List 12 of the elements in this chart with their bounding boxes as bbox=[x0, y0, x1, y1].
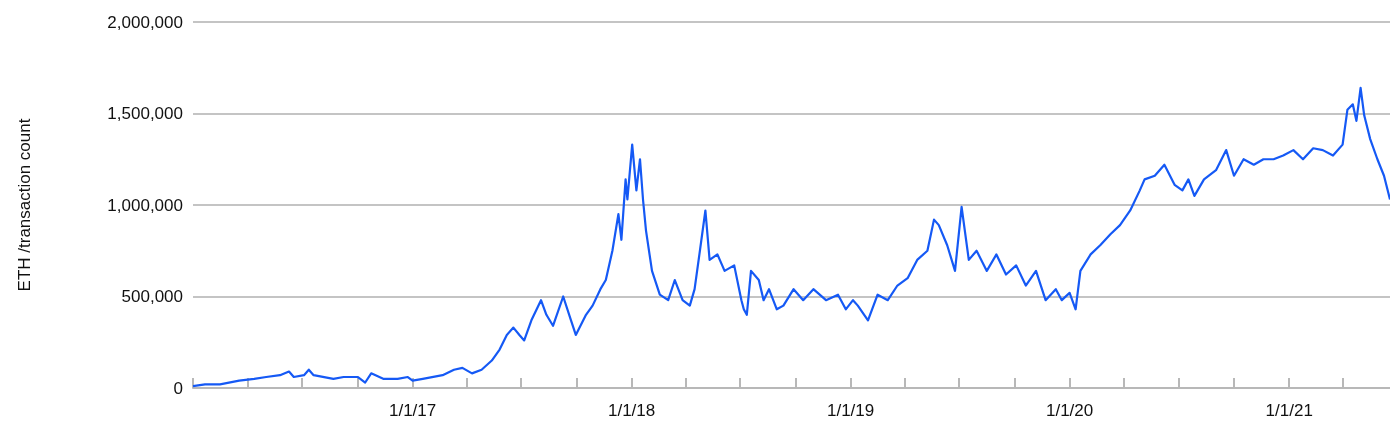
y-axis-title: ETH /transaction count bbox=[15, 118, 34, 292]
y-tick-label: 0 bbox=[173, 378, 183, 398]
line-series bbox=[191, 86, 1390, 388]
y-tick-label: 500,000 bbox=[121, 287, 183, 306]
y-tick-label: 1,000,000 bbox=[107, 195, 183, 215]
x-tick-label: 1/1/17 bbox=[388, 401, 437, 420]
x-tick-label: 1/1/19 bbox=[826, 401, 875, 420]
x-tick-label: 1/1/18 bbox=[607, 401, 656, 420]
y-tick-label: 2,000,000 bbox=[107, 12, 183, 32]
y-tick-label: 1,500,000 bbox=[107, 104, 183, 123]
x-tick-label: 1/1/21 bbox=[1265, 401, 1313, 420]
x-tick-label: 1/1/20 bbox=[1045, 401, 1094, 420]
